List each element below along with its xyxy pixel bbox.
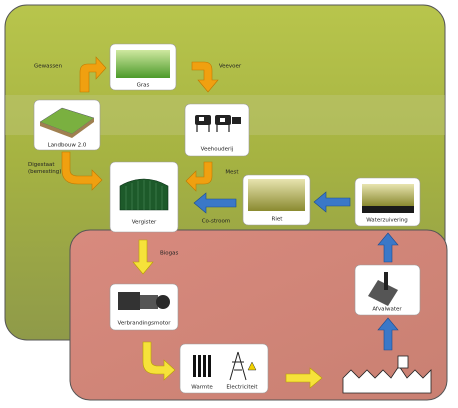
node-label: Warmte — [191, 385, 213, 391]
diagram: Gras Landbouw 2.0 Veehouderij Vergister … — [0, 0, 458, 408]
node-veehouderij: Veehouderij — [185, 104, 249, 156]
node-label: Gras — [137, 83, 150, 89]
node-waterzuivering: Waterzuivering — [355, 178, 420, 226]
node-label: Waterzuivering — [366, 218, 408, 224]
edge-label: Biogas — [160, 251, 179, 257]
node-vergister: Vergister — [110, 162, 178, 232]
edge-label: Co-stroom — [202, 219, 231, 225]
node-label: Vergister — [132, 220, 157, 226]
node-landbouw: Landbouw 2.0 — [34, 100, 100, 150]
node-label: Riet — [272, 217, 284, 223]
edge-label: Veevoer — [219, 64, 242, 70]
edge-label: Gewassen — [34, 64, 63, 70]
node-afvalwater: Afvalwater — [355, 265, 420, 315]
node-gras: Gras — [110, 44, 176, 90]
node-riet: Riet — [243, 175, 310, 225]
node-label: Veehouderij — [201, 147, 234, 153]
edge-label-box: Digestaat (bemesting) — [28, 162, 68, 184]
node-label: Verbrandingsmotor — [118, 321, 172, 327]
node-energie: Warmte Electriciteit — [180, 344, 268, 393]
node-label: Landbouw 2.0 — [48, 143, 87, 149]
edge-label: Mest — [225, 170, 239, 176]
edge-label: Digestaat (bemesting) — [28, 162, 68, 176]
node-label: Afvalwater — [372, 307, 402, 313]
node-label: Electriciteit — [226, 385, 258, 391]
node-motor: Verbrandingsmotor — [110, 284, 178, 330]
